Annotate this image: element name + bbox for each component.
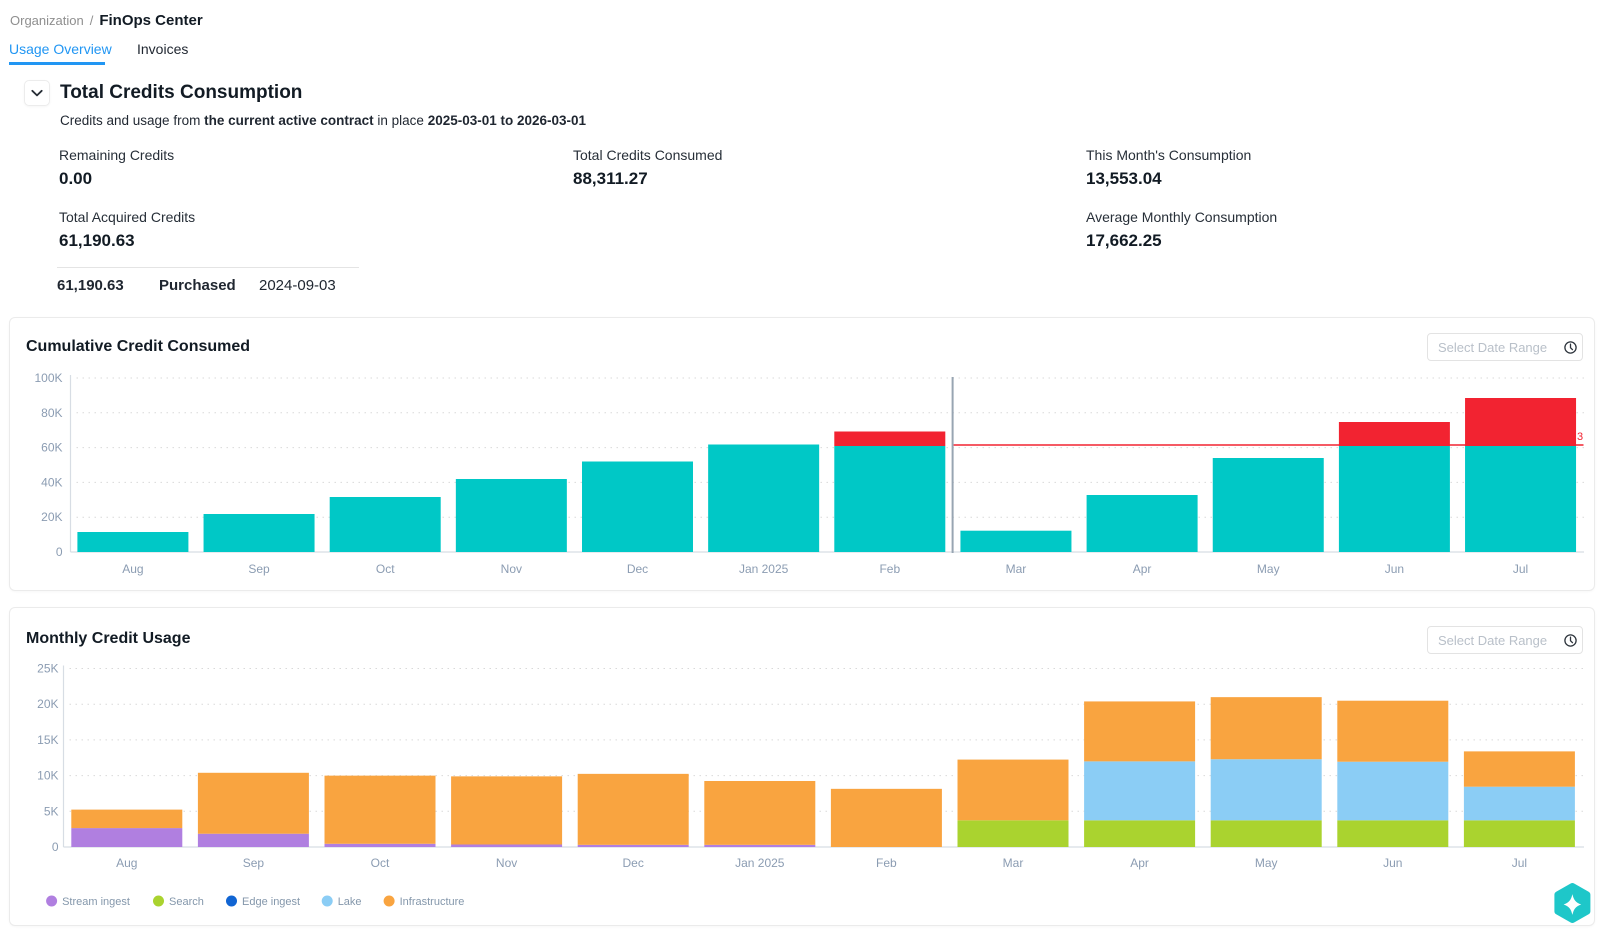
svg-text:Dec: Dec [627, 562, 648, 576]
svg-text:May: May [1255, 856, 1278, 870]
svg-text:Dec: Dec [623, 856, 644, 870]
svg-text:Jun: Jun [1383, 856, 1402, 870]
svg-text:Sep: Sep [243, 856, 265, 870]
svg-text:Feb: Feb [879, 562, 900, 576]
svg-text:Infrastructure: Infrastructure [400, 896, 465, 908]
svg-text:Jun: Jun [1385, 562, 1404, 576]
svg-text:Jul: Jul [1512, 856, 1527, 870]
svg-text:20K: 20K [37, 697, 58, 711]
svg-text:Stream ingest: Stream ingest [62, 896, 130, 908]
svg-text:Edge ingest: Edge ingest [242, 896, 300, 908]
svg-text:May: May [1257, 562, 1280, 576]
svg-text:Feb: Feb [876, 856, 897, 870]
svg-text:5K: 5K [44, 804, 59, 818]
svg-text:Apr: Apr [1133, 562, 1152, 576]
svg-text:Lake: Lake [338, 896, 362, 908]
svg-text:25K: 25K [37, 662, 58, 676]
svg-text:Mar: Mar [1006, 562, 1027, 576]
svg-text:0: 0 [56, 545, 63, 559]
svg-text:60K: 60K [41, 441, 62, 455]
svg-text:Jan 2025: Jan 2025 [735, 856, 785, 870]
svg-text:3: 3 [1577, 431, 1583, 443]
svg-text:15K: 15K [37, 733, 58, 747]
svg-text:Oct: Oct [376, 562, 395, 576]
svg-text:Nov: Nov [496, 856, 517, 870]
svg-text:Aug: Aug [122, 562, 143, 576]
svg-text:Mar: Mar [1003, 856, 1024, 870]
svg-text:80K: 80K [41, 406, 62, 420]
svg-text:0: 0 [52, 840, 59, 854]
svg-text:Jan 2025: Jan 2025 [739, 562, 789, 576]
svg-text:100K: 100K [34, 371, 62, 385]
svg-text:Sep: Sep [248, 562, 270, 576]
svg-text:Apr: Apr [1130, 856, 1149, 870]
svg-text:Aug: Aug [116, 856, 137, 870]
svg-text:40K: 40K [41, 475, 62, 489]
svg-text:10K: 10K [37, 769, 58, 783]
svg-text:Jul: Jul [1513, 562, 1528, 576]
svg-text:Search: Search [169, 896, 204, 908]
svg-text:Oct: Oct [371, 856, 390, 870]
svg-text:20K: 20K [41, 510, 62, 524]
svg-text:Nov: Nov [501, 562, 522, 576]
